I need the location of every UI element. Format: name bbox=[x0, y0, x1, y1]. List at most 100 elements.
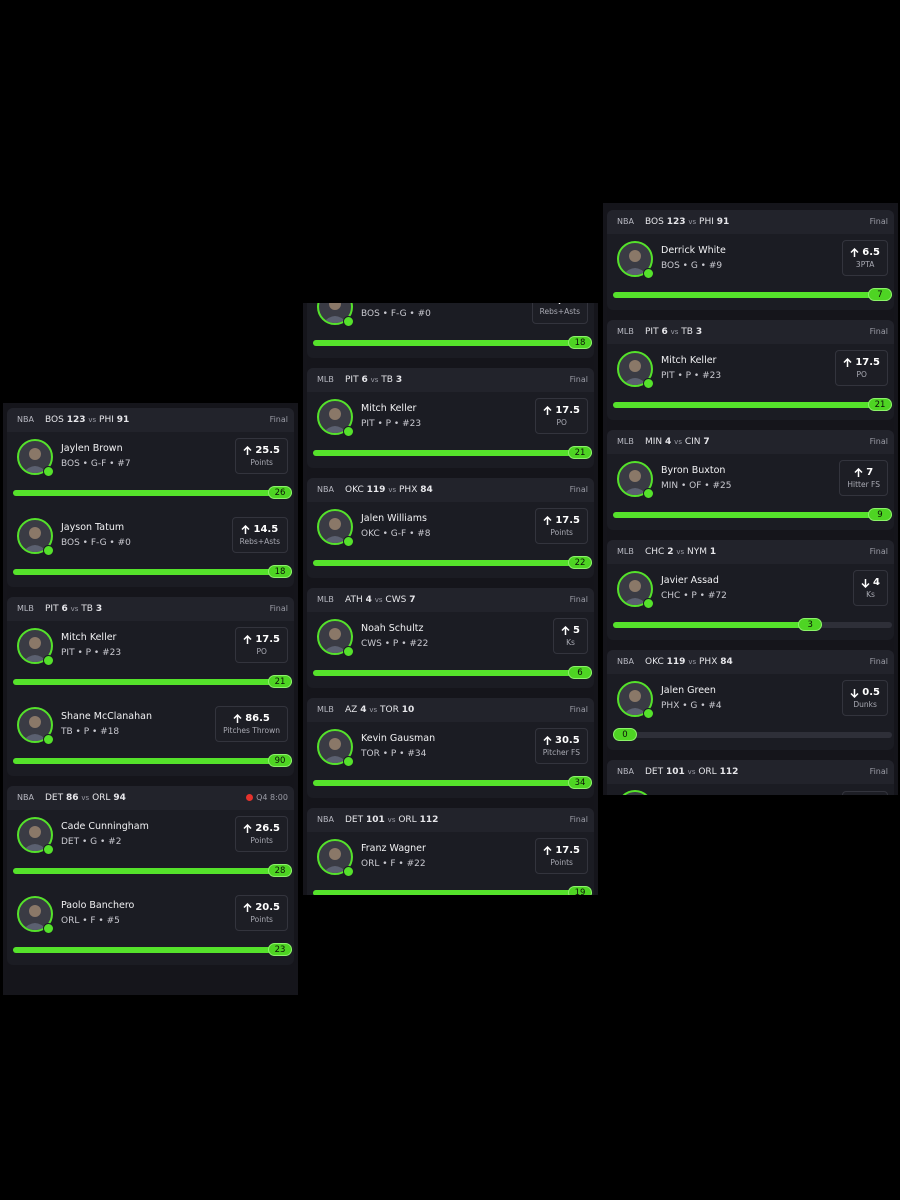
verified-badge bbox=[43, 655, 54, 666]
player-info: TOR • P • #34 bbox=[361, 749, 427, 759]
line-box: 17.5 Points bbox=[535, 508, 588, 544]
line-box: 6.5 3PTA bbox=[842, 240, 888, 276]
player-name: Jayson Tatum bbox=[61, 522, 125, 533]
stat-type: Points bbox=[250, 836, 273, 845]
line-number: 6.5 bbox=[862, 247, 880, 258]
direction-arrow bbox=[843, 357, 852, 367]
versus: vs bbox=[374, 596, 383, 604]
progress-track bbox=[313, 670, 592, 676]
player-name: Mitch Keller bbox=[61, 632, 117, 643]
matchup: PIT 6 vs TB 3 bbox=[45, 597, 102, 621]
player-avatar bbox=[617, 790, 653, 795]
line-value: 17.5 bbox=[843, 357, 880, 368]
game-header: NBA DET 101 vs ORL 112 Final bbox=[307, 808, 594, 832]
player-name: Paolo Banchero bbox=[61, 900, 135, 911]
line-box: 17.5 PO bbox=[835, 350, 888, 386]
line-number: 17.5 bbox=[555, 515, 580, 526]
away-score: 84 bbox=[420, 485, 433, 495]
progress-fill bbox=[613, 292, 892, 298]
away-score: 112 bbox=[419, 815, 439, 825]
line-value: 5 bbox=[561, 625, 580, 636]
versus: vs bbox=[388, 486, 397, 494]
direction-arrow bbox=[850, 688, 859, 698]
game-header: MLB CHC 2 vs NYM 1 Final bbox=[607, 540, 894, 564]
line-value: 26.5 bbox=[243, 823, 280, 834]
player-info: BOS • G-F • #7 bbox=[61, 459, 131, 469]
verified-badge bbox=[643, 488, 654, 499]
home-score: 4 bbox=[360, 705, 367, 715]
player-name: Shane McClanahan bbox=[61, 711, 152, 722]
league: NBA bbox=[317, 485, 334, 494]
away-team: CWS bbox=[385, 595, 407, 605]
league: MLB bbox=[317, 595, 334, 604]
line-number: 0.5 bbox=[862, 687, 880, 698]
line-number: 5 bbox=[573, 625, 580, 636]
line-number: 17.5 bbox=[555, 845, 580, 856]
line-box: 17.5 PO bbox=[235, 627, 288, 663]
line-number: 7 bbox=[866, 467, 874, 478]
home-team: CHC bbox=[645, 547, 665, 557]
verified-badge bbox=[43, 466, 54, 477]
progress-fill bbox=[13, 758, 292, 764]
player-info: TB • P • #18 bbox=[61, 727, 120, 737]
game-status: Final bbox=[870, 760, 888, 784]
game-card: NBA DET 86 vs ORL 94 Q4 8:00 Cade Cunningha… bbox=[7, 786, 294, 965]
versus: vs bbox=[674, 438, 682, 446]
player-info: CHC • P • #72 bbox=[661, 591, 727, 601]
status-text: Final bbox=[869, 327, 888, 336]
result-bubble: 21 bbox=[268, 675, 292, 688]
stat-type: Rebs+Asts bbox=[239, 537, 280, 546]
game-card: NBA DET 101 vs ORL 112 Final Franz Wagner OR… bbox=[307, 808, 594, 895]
player-info: PHX • G • #4 bbox=[661, 701, 722, 711]
league: MLB bbox=[617, 437, 634, 446]
line-number: 20.5 bbox=[255, 902, 280, 913]
game-status: Final bbox=[570, 808, 588, 832]
result-bubble: 7 bbox=[868, 288, 892, 301]
away-team: ORL bbox=[698, 767, 717, 777]
avatar-figure bbox=[623, 690, 647, 715]
avatar-figure bbox=[323, 628, 347, 653]
avatar-figure bbox=[623, 360, 647, 385]
progress-track bbox=[313, 450, 592, 456]
stat-type: Pitches Thrown bbox=[223, 726, 280, 735]
line-box: 14.5 Rebs+Asts bbox=[231, 517, 288, 553]
away-team: CIN bbox=[684, 437, 701, 447]
progress-track bbox=[313, 780, 592, 786]
home-score: 123 bbox=[666, 217, 686, 227]
column: NBA BOS 123 vs PHI 91 Final Derrick White BO… bbox=[603, 203, 898, 795]
avatar-figure bbox=[323, 303, 347, 323]
line-value: 20.5 bbox=[243, 902, 280, 913]
matchup: DET 86 vs ORL 94 bbox=[45, 786, 126, 810]
player-avatar bbox=[317, 839, 353, 875]
matchup: DET 101 vs ORL 112 bbox=[645, 760, 738, 784]
home-team: DET bbox=[45, 793, 64, 803]
result-bubble: 19 bbox=[568, 886, 592, 895]
progress-track bbox=[13, 758, 292, 764]
direction-arrow bbox=[861, 578, 870, 588]
line-value: 17.5 bbox=[243, 634, 280, 645]
line-box: 17.5 PO bbox=[535, 398, 588, 434]
verified-badge bbox=[643, 378, 654, 389]
stat-type: Ks bbox=[866, 590, 875, 599]
game-header: NBA BOS 123 vs PHI 91 Final bbox=[7, 408, 294, 432]
game-card: MLB AZ 4 vs TOR 10 Final Kevin Gausman TOR •… bbox=[307, 698, 594, 798]
status-text: Final bbox=[569, 705, 588, 714]
stat-type: PO bbox=[856, 370, 867, 379]
away-team: TOR bbox=[380, 705, 399, 715]
player-info: PIT • P • #23 bbox=[661, 371, 722, 381]
player-info: ORL • F • #22 bbox=[361, 859, 426, 869]
avatar-figure bbox=[619, 792, 651, 795]
line-box: 0.5 Dunks bbox=[842, 680, 888, 716]
home-score: 6 bbox=[361, 375, 368, 385]
game-card: MLB CHC 2 vs NYM 1 Final Javier Assad CHC • … bbox=[607, 540, 894, 640]
home-team: BOS bbox=[45, 415, 64, 425]
game-status: Final bbox=[570, 588, 588, 612]
game-header: NBA DET 86 vs ORL 94 Q4 8:00 bbox=[7, 786, 294, 810]
home-team: OKC bbox=[345, 485, 364, 495]
game-status: Final bbox=[870, 540, 888, 564]
line-value bbox=[540, 303, 580, 305]
game-header: NBA OKC 119 vs PHX 84 Final bbox=[307, 478, 594, 502]
avatar-figure bbox=[323, 518, 347, 543]
matchup: MIN 4 vs CIN 7 bbox=[645, 430, 710, 454]
avatar-figure bbox=[23, 716, 47, 741]
